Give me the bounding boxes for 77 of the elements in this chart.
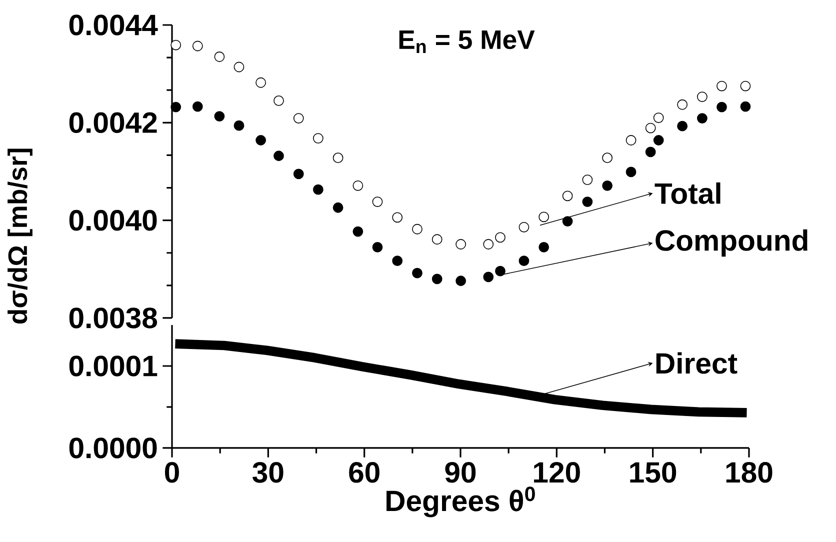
y-axis-title: dσ/dΩ [mb/sr]	[8, 148, 32, 324]
point	[234, 120, 244, 131]
point	[214, 111, 225, 122]
point	[432, 234, 442, 245]
point	[332, 152, 344, 164]
point	[696, 113, 708, 124]
point	[602, 152, 613, 164]
point	[518, 222, 530, 232]
x-tick-label: 120	[534, 462, 580, 483]
point	[626, 166, 636, 178]
point	[582, 174, 593, 185]
point	[372, 196, 383, 207]
chart-title: E$_{n}$ = 5 MeV	[399, 30, 535, 53]
point	[312, 184, 324, 195]
x-tick-label: 60	[349, 462, 380, 483]
point	[234, 62, 244, 72]
point	[392, 256, 403, 266]
x-tick-label: 180	[726, 462, 772, 483]
point	[352, 180, 364, 191]
point	[626, 135, 636, 146]
point	[538, 212, 550, 222]
point	[170, 102, 182, 112]
annotation: Total	[654, 182, 720, 204]
point	[653, 135, 664, 146]
point	[653, 112, 664, 123]
point	[274, 95, 284, 106]
point	[192, 101, 203, 112]
point	[412, 224, 422, 234]
point	[740, 101, 751, 112]
y-tick-label: 0.0000	[69, 438, 157, 458]
point	[483, 239, 494, 250]
point	[645, 122, 656, 134]
point	[483, 272, 494, 282]
y-tick-label: 0.0040	[69, 210, 157, 231]
point	[170, 40, 182, 50]
point	[332, 202, 344, 213]
x-tick-label: 0	[165, 462, 179, 483]
point	[716, 80, 727, 92]
point	[456, 239, 466, 250]
point	[562, 216, 573, 226]
point	[740, 80, 751, 92]
point	[696, 92, 708, 102]
y-tick-label: 0.0001	[69, 356, 158, 376]
point	[372, 242, 383, 252]
x-tick-label: 30	[252, 462, 284, 483]
annotation: Direct	[656, 352, 738, 374]
point	[192, 40, 203, 52]
point	[538, 242, 550, 252]
point	[495, 266, 506, 276]
point	[412, 268, 422, 278]
point	[293, 113, 304, 124]
y-tick-label: 0.0042	[69, 112, 157, 134]
point	[214, 52, 225, 62]
annotation: Compound	[656, 229, 808, 257]
point	[495, 232, 506, 243]
point	[518, 256, 530, 266]
x-tick-label: 90	[445, 462, 476, 483]
point	[677, 99, 688, 110]
point	[562, 190, 573, 202]
y-tick-label: 0.0044	[69, 14, 158, 36]
point	[312, 133, 324, 144]
point	[256, 77, 266, 88]
point	[716, 102, 727, 112]
point	[582, 196, 593, 207]
x-tick-label: 150	[630, 462, 676, 483]
point	[392, 212, 403, 223]
point	[432, 274, 442, 284]
y-tick-label: 0.0038	[69, 308, 158, 328]
point	[352, 226, 364, 237]
point	[274, 150, 284, 162]
point	[456, 276, 466, 286]
point	[645, 146, 656, 158]
x-axis-title: Degrees θ$^{0}$	[386, 486, 535, 518]
point	[602, 180, 613, 191]
point	[256, 135, 266, 146]
point	[293, 168, 304, 180]
point	[677, 120, 688, 132]
